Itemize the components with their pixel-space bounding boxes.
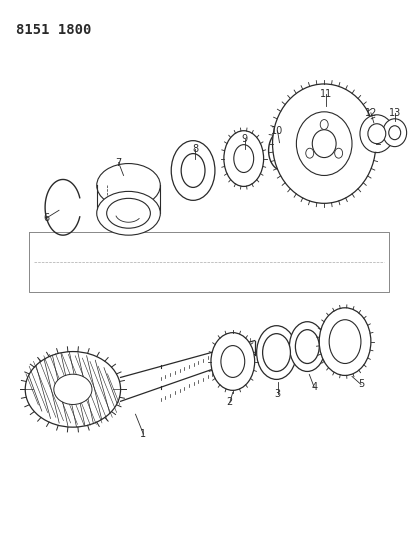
Ellipse shape bbox=[383, 119, 406, 147]
Text: 8151 1800: 8151 1800 bbox=[16, 23, 92, 37]
Ellipse shape bbox=[171, 141, 215, 200]
Text: 5: 5 bbox=[358, 379, 364, 390]
Ellipse shape bbox=[296, 330, 319, 364]
Ellipse shape bbox=[329, 320, 361, 364]
Ellipse shape bbox=[306, 148, 314, 158]
Ellipse shape bbox=[272, 84, 376, 203]
Text: 11: 11 bbox=[320, 89, 332, 99]
Ellipse shape bbox=[312, 130, 336, 158]
Ellipse shape bbox=[289, 322, 325, 372]
Ellipse shape bbox=[97, 164, 160, 207]
Ellipse shape bbox=[335, 148, 343, 158]
Text: 2: 2 bbox=[227, 397, 233, 407]
Ellipse shape bbox=[360, 115, 394, 152]
Text: 12: 12 bbox=[365, 108, 377, 118]
Ellipse shape bbox=[389, 126, 401, 140]
Text: 13: 13 bbox=[388, 108, 401, 118]
Ellipse shape bbox=[319, 308, 371, 375]
Ellipse shape bbox=[256, 326, 296, 379]
Text: 4: 4 bbox=[311, 382, 317, 392]
Text: 8: 8 bbox=[192, 143, 198, 154]
Ellipse shape bbox=[97, 191, 160, 235]
Ellipse shape bbox=[54, 374, 92, 405]
Text: 10: 10 bbox=[271, 126, 284, 136]
Text: 1: 1 bbox=[141, 429, 146, 439]
Ellipse shape bbox=[224, 131, 263, 187]
Ellipse shape bbox=[211, 333, 255, 390]
Text: 7: 7 bbox=[115, 158, 122, 167]
Ellipse shape bbox=[296, 112, 352, 175]
Text: 3: 3 bbox=[275, 389, 281, 399]
Ellipse shape bbox=[234, 144, 254, 173]
Ellipse shape bbox=[181, 154, 205, 188]
Ellipse shape bbox=[25, 352, 120, 427]
Text: 6: 6 bbox=[43, 213, 49, 223]
Ellipse shape bbox=[320, 119, 328, 130]
Ellipse shape bbox=[263, 334, 291, 372]
Ellipse shape bbox=[107, 198, 150, 228]
Ellipse shape bbox=[221, 345, 245, 377]
Ellipse shape bbox=[368, 124, 386, 144]
Text: 9: 9 bbox=[242, 134, 248, 144]
